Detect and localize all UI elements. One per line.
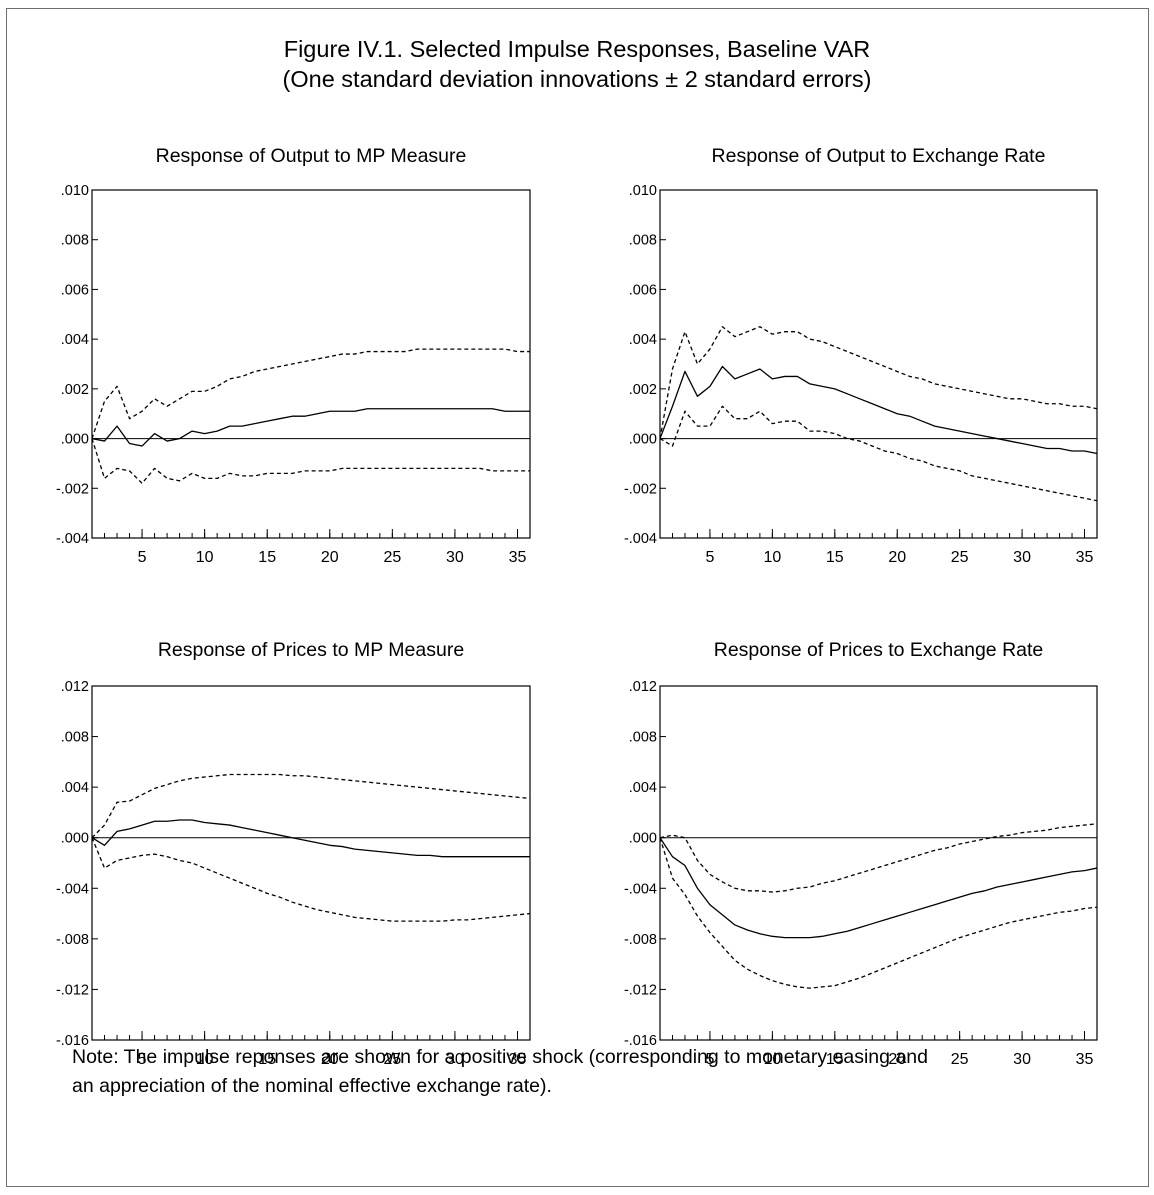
chart-panel-2: Response of Output to Exchange Rate -.004… (624, 145, 1098, 566)
x-tick-label: 25 (951, 1051, 969, 1068)
y-tick-label: .000 (61, 831, 89, 847)
impulse-response-line (91, 408, 530, 447)
x-tick-label: 35 (509, 549, 527, 566)
figure-note-line1: Note: The impulse reponses are shown for… (72, 1046, 928, 1068)
y-tick-label: .012 (61, 679, 89, 695)
x-tick-label: 30 (446, 1051, 464, 1068)
x-tick-label: 20 (321, 1051, 339, 1068)
plot-area-frame (659, 189, 1098, 539)
y-tick-label: -.008 (56, 932, 89, 948)
x-tick-label: 30 (446, 549, 464, 566)
x-tick-label: 15 (258, 549, 276, 566)
x-tick-label: 20 (888, 1051, 906, 1068)
chart-title: Response of Prices to MP Measure (158, 639, 464, 661)
x-tick-label: 30 (1013, 1051, 1031, 1068)
x-tick-label: 15 (826, 1051, 844, 1068)
y-tick-label: .000 (629, 432, 657, 448)
y-tick-label: .006 (61, 282, 89, 298)
x-tick-label: 20 (321, 549, 339, 566)
x-tick-label: 25 (951, 549, 969, 566)
y-tick-label: .006 (629, 282, 657, 298)
y-tick-label: -.004 (56, 881, 89, 897)
y-tick-label: -.012 (624, 982, 657, 998)
chart-title: Response of Prices to Exchange Rate (714, 639, 1044, 661)
y-tick-label: -.012 (56, 982, 89, 998)
y-tick-label: .008 (61, 233, 89, 249)
x-tick-label: 25 (383, 1051, 401, 1068)
x-tick-label: 35 (509, 1051, 527, 1068)
chart-panel-1: Response of Output to MP Measure -.004 -.0… (56, 145, 531, 566)
y-tick-label: .000 (61, 432, 89, 448)
y-tick-label: .010 (61, 183, 89, 199)
impulse-response-line (91, 819, 530, 858)
y-tick-label: -.002 (624, 481, 657, 497)
figure-note-line2: an appreciation of the nominal effective… (72, 1075, 552, 1097)
chart-panel-3: Response of Prices to MP Measure -.016 -.0… (56, 639, 531, 1068)
chart-title: Response of Output to MP Measure (156, 145, 467, 167)
y-tick-label: .010 (629, 183, 657, 199)
figure-note: Note: The impulse reponses are shown for… (72, 1043, 1132, 1101)
x-tick-label: 15 (258, 1051, 276, 1068)
chart-title: Response of Output to Exchange Rate (712, 145, 1046, 167)
x-tick-label: 20 (888, 549, 906, 566)
x-tick-label: 35 (1076, 1051, 1094, 1068)
chart-panel-4: Response of Prices to Exchange Rate -.016… (624, 639, 1098, 1068)
y-tick-label: -.008 (624, 932, 657, 948)
plot-area-frame (91, 189, 531, 539)
y-tick-label: .004 (629, 780, 657, 796)
y-tick-label: .004 (61, 780, 89, 796)
y-tick-label: .004 (61, 332, 89, 348)
x-tick-label: 5 (705, 549, 714, 566)
y-tick-label: .002 (61, 382, 89, 398)
confidence-band-line (91, 348, 530, 439)
plot-area-frame (91, 685, 531, 1041)
plot-area-frame (659, 685, 1098, 1041)
figure-title: Figure IV.1. Selected Impulse Responses,… (0, 34, 1154, 94)
x-tick-label: 30 (1013, 549, 1031, 566)
y-tick-label: .008 (629, 233, 657, 249)
confidence-band-line (91, 837, 531, 922)
y-tick-label: -.004 (56, 531, 89, 547)
x-tick-label: 10 (763, 549, 781, 566)
y-tick-label: -.004 (624, 881, 657, 897)
x-tick-label: 15 (826, 549, 844, 566)
confidence-band-line (659, 405, 1098, 502)
figure-frame (6, 8, 1149, 1187)
x-tick-label: 10 (196, 1051, 214, 1068)
confidence-band-line (659, 837, 1098, 989)
y-tick-label: .012 (629, 679, 657, 695)
x-tick-label: 5 (138, 549, 147, 566)
y-tick-label: .000 (629, 831, 657, 847)
y-tick-label: .004 (629, 332, 657, 348)
y-tick-label: .008 (61, 730, 89, 746)
x-tick-label: 35 (1076, 549, 1094, 566)
confidence-band-line (91, 438, 530, 484)
x-tick-label: 25 (383, 549, 401, 566)
y-tick-label: .008 (629, 730, 657, 746)
figure-title-line1: Figure IV.1. Selected Impulse Responses,… (283, 36, 871, 62)
confidence-band-line (91, 773, 531, 839)
confidence-band-line (659, 326, 1098, 439)
y-tick-label: -.016 (56, 1033, 89, 1049)
confidence-band-line (659, 823, 1098, 893)
x-tick-label: 10 (763, 1051, 781, 1068)
x-tick-label: 5 (705, 1051, 714, 1068)
x-tick-label: 5 (138, 1051, 147, 1068)
x-tick-label: 10 (196, 549, 214, 566)
figure-title-line2: (One standard deviation innovations ± 2 … (282, 66, 872, 92)
impulse-response-line (659, 837, 1098, 939)
y-tick-label: -.004 (624, 531, 657, 547)
y-tick-label: -.016 (624, 1033, 657, 1049)
impulse-response-line (659, 365, 1098, 455)
y-tick-label: .002 (629, 382, 657, 398)
y-tick-label: -.002 (56, 481, 89, 497)
